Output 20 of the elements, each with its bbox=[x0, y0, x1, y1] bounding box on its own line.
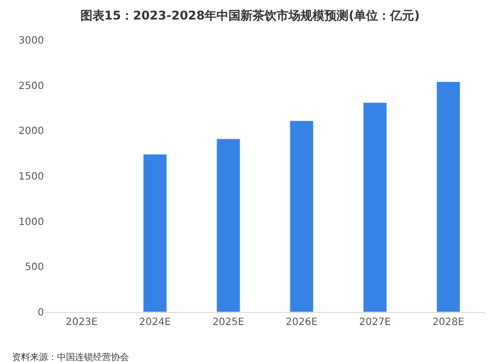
x-tick-label: 2028E bbox=[432, 317, 464, 328]
y-tick-label: 2500 bbox=[18, 80, 44, 92]
chart-title: 图表15：2023-2028年中国新茶饮市场规模预测(单位：亿元) bbox=[80, 8, 420, 22]
bar bbox=[216, 138, 240, 312]
text: 资料来源：中国连锁经营协会 bbox=[12, 352, 129, 362]
y-tick-label: 1500 bbox=[18, 172, 44, 182]
y-tick-label: 500 bbox=[24, 262, 44, 274]
y-tick-label: 2000 bbox=[18, 126, 44, 138]
x-tick-label: 2025E bbox=[212, 317, 244, 328]
bar bbox=[436, 81, 460, 312]
x-tick-label: 2027E bbox=[359, 317, 391, 328]
x-tick-label: 2024E bbox=[139, 317, 171, 328]
bar bbox=[363, 102, 387, 312]
bar bbox=[143, 154, 167, 312]
y-tick-label: 0 bbox=[38, 308, 44, 318]
x-tick-label: 2026E bbox=[286, 317, 318, 328]
x-tick-label: 2023E bbox=[66, 317, 98, 328]
y-tick-label: 1000 bbox=[18, 216, 44, 228]
bar bbox=[290, 120, 314, 312]
y-tick-label: 3000 bbox=[18, 36, 44, 46]
